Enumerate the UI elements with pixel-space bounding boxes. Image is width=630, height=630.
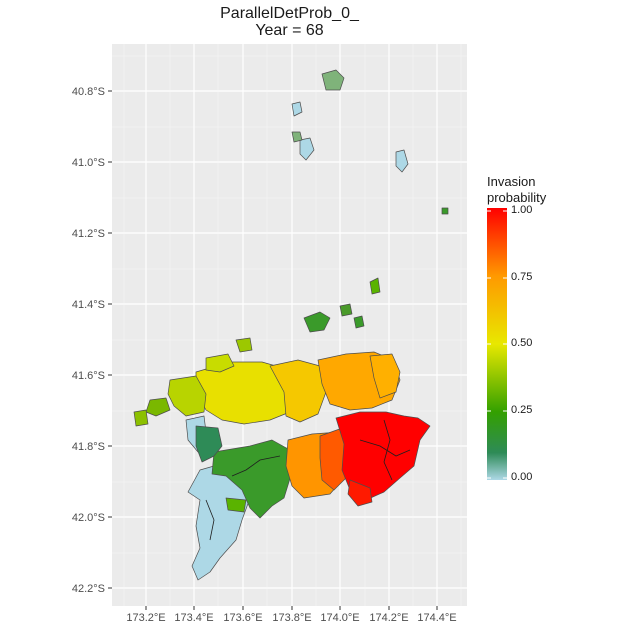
x-tick-label: 173.4°E	[174, 612, 213, 624]
legend-ticks	[487, 210, 507, 479]
island-north-teal-2	[291, 131, 303, 143]
region-southwest-green-2	[195, 425, 223, 463]
legend-colorbar	[487, 208, 507, 480]
legend-label: 0.75	[511, 271, 533, 283]
region-mid-green	[225, 497, 247, 513]
road-lines	[205, 419, 411, 541]
y-tick-label: 41.4°S	[72, 299, 105, 311]
legend-label: 1.00	[511, 204, 533, 216]
legend-label: 0.25	[511, 404, 533, 416]
region-far-west-green	[133, 409, 149, 427]
region-northeast-orange	[369, 353, 401, 399]
island-northeast-blue	[395, 149, 409, 173]
y-tick-label: 40.8°S	[72, 86, 105, 98]
y-tick-label: 41.8°S	[72, 441, 105, 453]
minor-grid	[112, 44, 467, 606]
island-north-green	[303, 311, 331, 333]
y-axis-ticks	[108, 90, 112, 589]
legend-title: Invasion	[487, 174, 536, 189]
island-east-green	[441, 207, 449, 215]
region-northwest-green-small	[235, 337, 253, 353]
island-northeast-small	[339, 303, 353, 317]
region-north-yellow-orange	[269, 359, 327, 423]
x-tick-label: 174.0°E	[320, 612, 359, 624]
map-title: ParallelDetProb_0_	[220, 5, 359, 22]
region-west-green	[145, 397, 171, 417]
island-north-teal	[321, 69, 345, 91]
legend-label: 0.00	[511, 471, 533, 483]
x-tick-label: 173.2°E	[126, 612, 165, 624]
y-tick-label: 41.0°S	[72, 157, 105, 169]
region-east-red	[335, 411, 431, 501]
x-tick-label: 174.4°E	[417, 612, 456, 624]
plot-panel	[112, 44, 467, 606]
region-southwest-green	[211, 439, 293, 519]
y-tick-label: 41.6°S	[72, 370, 105, 382]
y-tick-label: 42.2°S	[72, 583, 105, 595]
y-tick-label: 41.2°S	[72, 228, 105, 240]
x-tick-label: 173.8°E	[272, 612, 311, 624]
region-northwest-yellowgreen	[205, 353, 235, 373]
island-north-small-green	[369, 277, 381, 295]
region-east-red-2	[347, 479, 373, 507]
y-tick-label: 42.0°S	[72, 512, 105, 524]
x-tick-label: 173.6°E	[223, 612, 262, 624]
legend-title: probability	[487, 190, 547, 205]
island-north-blue-2	[299, 137, 315, 161]
x-tick-label: 174.2°E	[369, 612, 408, 624]
legend-label: 0.50	[511, 337, 533, 349]
island-north-blue	[291, 101, 303, 117]
region-west-yellowgreen	[167, 375, 207, 417]
x-axis-ticks	[145, 606, 438, 610]
map-subtitle: Year = 68	[255, 22, 324, 39]
island-north-cluster	[353, 315, 365, 329]
region-polygons	[133, 69, 449, 581]
